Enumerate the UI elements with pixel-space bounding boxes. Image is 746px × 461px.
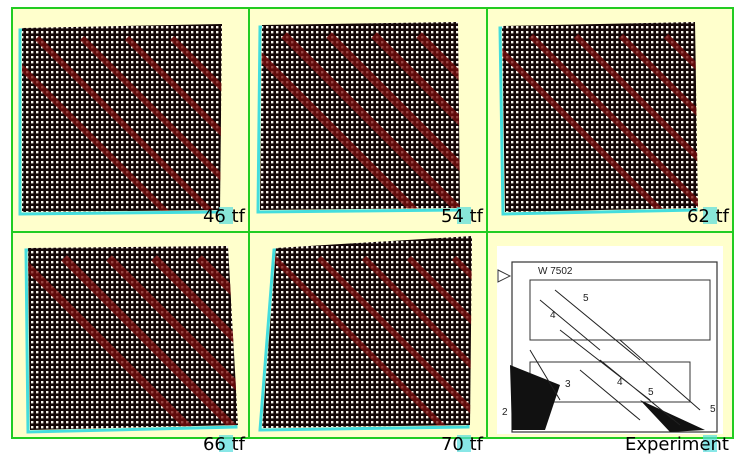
crack-label: 3 — [565, 379, 571, 390]
page: {"panels": [ {"label": "46 tf"}, {"label… — [0, 0, 746, 461]
crack-label: 4 — [550, 310, 556, 321]
panel-label: 46 tf — [203, 206, 246, 227]
mesh — [502, 22, 698, 212]
panel-label: 66 tf — [203, 434, 246, 455]
crack-label: 5 — [648, 387, 654, 398]
panel-label: 62 tf — [687, 206, 730, 227]
panel-label: Experiment — [625, 434, 729, 455]
panel-label: 54 tf — [441, 206, 484, 227]
panel-label: 70 tf — [441, 434, 484, 455]
crack-label: 5 — [583, 293, 589, 304]
crack-label: 4 — [617, 377, 623, 388]
crack-label: 2 — [502, 407, 508, 418]
experiment-drawing: W 7502 5 4 3 4 5 2 5 — [497, 246, 723, 434]
specimen-label: W 7502 — [538, 266, 573, 277]
figure: W 7502 5 4 3 4 5 2 5 46 tf 54 tf 62 tf 66 t… — [0, 0, 746, 461]
crack-label: 5 — [710, 404, 716, 415]
